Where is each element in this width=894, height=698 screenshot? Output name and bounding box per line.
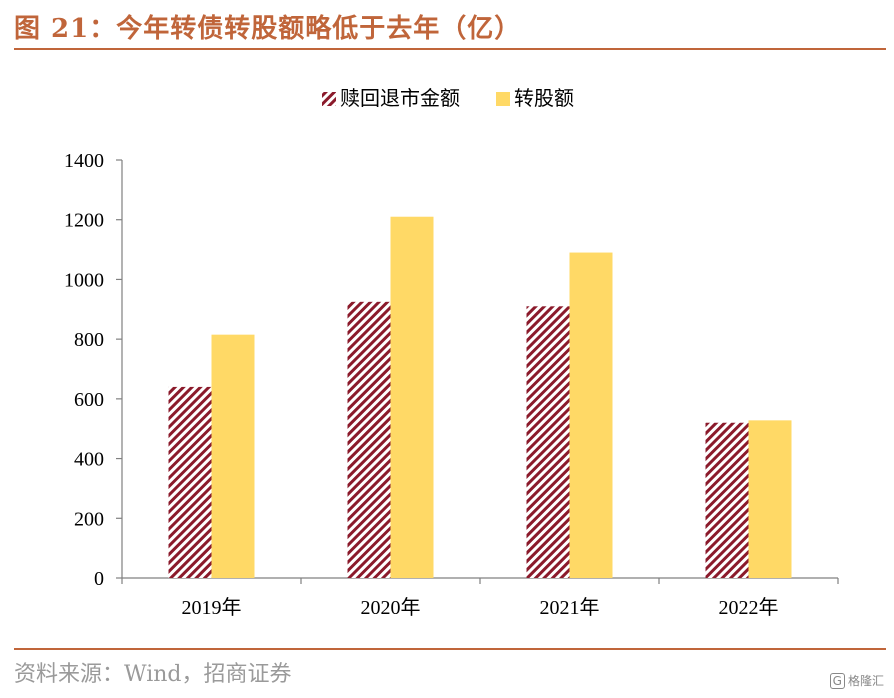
legend-label-conversion: 转股额 bbox=[514, 86, 574, 110]
x-tick-label: 2021年 bbox=[540, 596, 600, 619]
y-tick-label: 1400 bbox=[64, 150, 104, 172]
legend-label-redemption: 赎回退市金额 bbox=[340, 86, 460, 110]
bar-conversion bbox=[569, 252, 613, 579]
chart-legend: 赎回退市金额 转股额 bbox=[322, 86, 574, 110]
y-tick-label: 0 bbox=[94, 568, 104, 590]
legend-swatch-redemption bbox=[322, 92, 336, 106]
y-tick-label: 1000 bbox=[64, 269, 104, 291]
title-divider bbox=[14, 48, 886, 50]
bar-redemption bbox=[526, 306, 570, 578]
chart-tick-labels: 0 200 400 600 800 1000 1200 1400 2019年 2020年 2021年… bbox=[64, 150, 779, 619]
watermark: G 格隆汇 bbox=[829, 672, 884, 689]
y-tick-label: 200 bbox=[74, 508, 104, 530]
source-note: 资料来源：Wind，招商证券 bbox=[14, 662, 292, 687]
x-tick-label: 2020年 bbox=[361, 596, 421, 619]
bar-conversion bbox=[211, 334, 255, 578]
chart-bars bbox=[168, 216, 792, 579]
bar-chart: 赎回退市金额 转股额 0 200 400 600 800 1000 1200 1400 2019年… bbox=[64, 86, 839, 619]
x-tick-label: 2019年 bbox=[182, 596, 242, 619]
watermark-text: 格隆汇 bbox=[847, 674, 884, 688]
legend-swatch-conversion bbox=[496, 92, 510, 106]
x-tick-label: 2022年 bbox=[719, 596, 779, 619]
bar-conversion bbox=[390, 216, 434, 578]
y-tick-label: 400 bbox=[74, 449, 104, 471]
y-tick-label: 800 bbox=[74, 329, 104, 351]
bar-redemption bbox=[168, 386, 212, 578]
bar-conversion bbox=[748, 420, 792, 578]
footer-divider bbox=[14, 648, 886, 650]
y-tick-label: 1200 bbox=[64, 210, 104, 232]
figure-title: 图 21：今年转债转股额略低于去年（亿） bbox=[14, 14, 522, 44]
watermark-logo-icon: G bbox=[829, 673, 845, 689]
y-tick-label: 600 bbox=[74, 389, 104, 411]
bar-redemption bbox=[347, 301, 391, 578]
bar-redemption bbox=[705, 422, 749, 578]
